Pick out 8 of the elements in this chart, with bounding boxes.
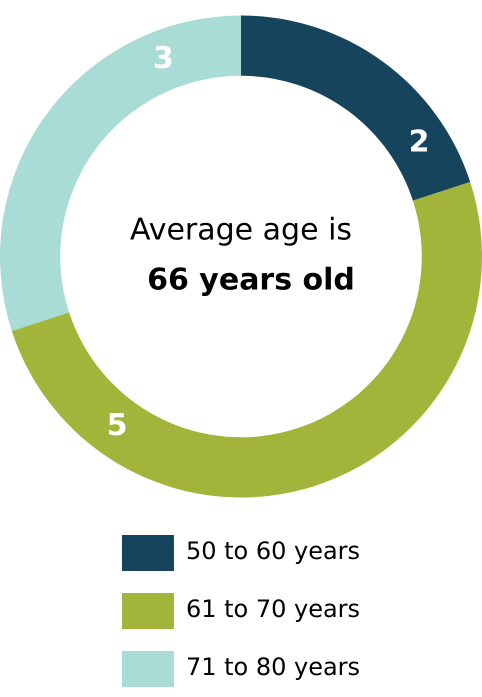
text: Average age is xyxy=(130,212,352,248)
data-label: 5 xyxy=(106,408,128,443)
legend-label: 50 to 60 years xyxy=(186,537,360,566)
legend-label: 61 to 70 years xyxy=(186,595,360,624)
legend-label: 71 to 80 years xyxy=(186,653,360,682)
data-label: 3 xyxy=(152,41,174,76)
data-label: 2 xyxy=(408,124,430,160)
text: 66 years old xyxy=(147,262,355,298)
